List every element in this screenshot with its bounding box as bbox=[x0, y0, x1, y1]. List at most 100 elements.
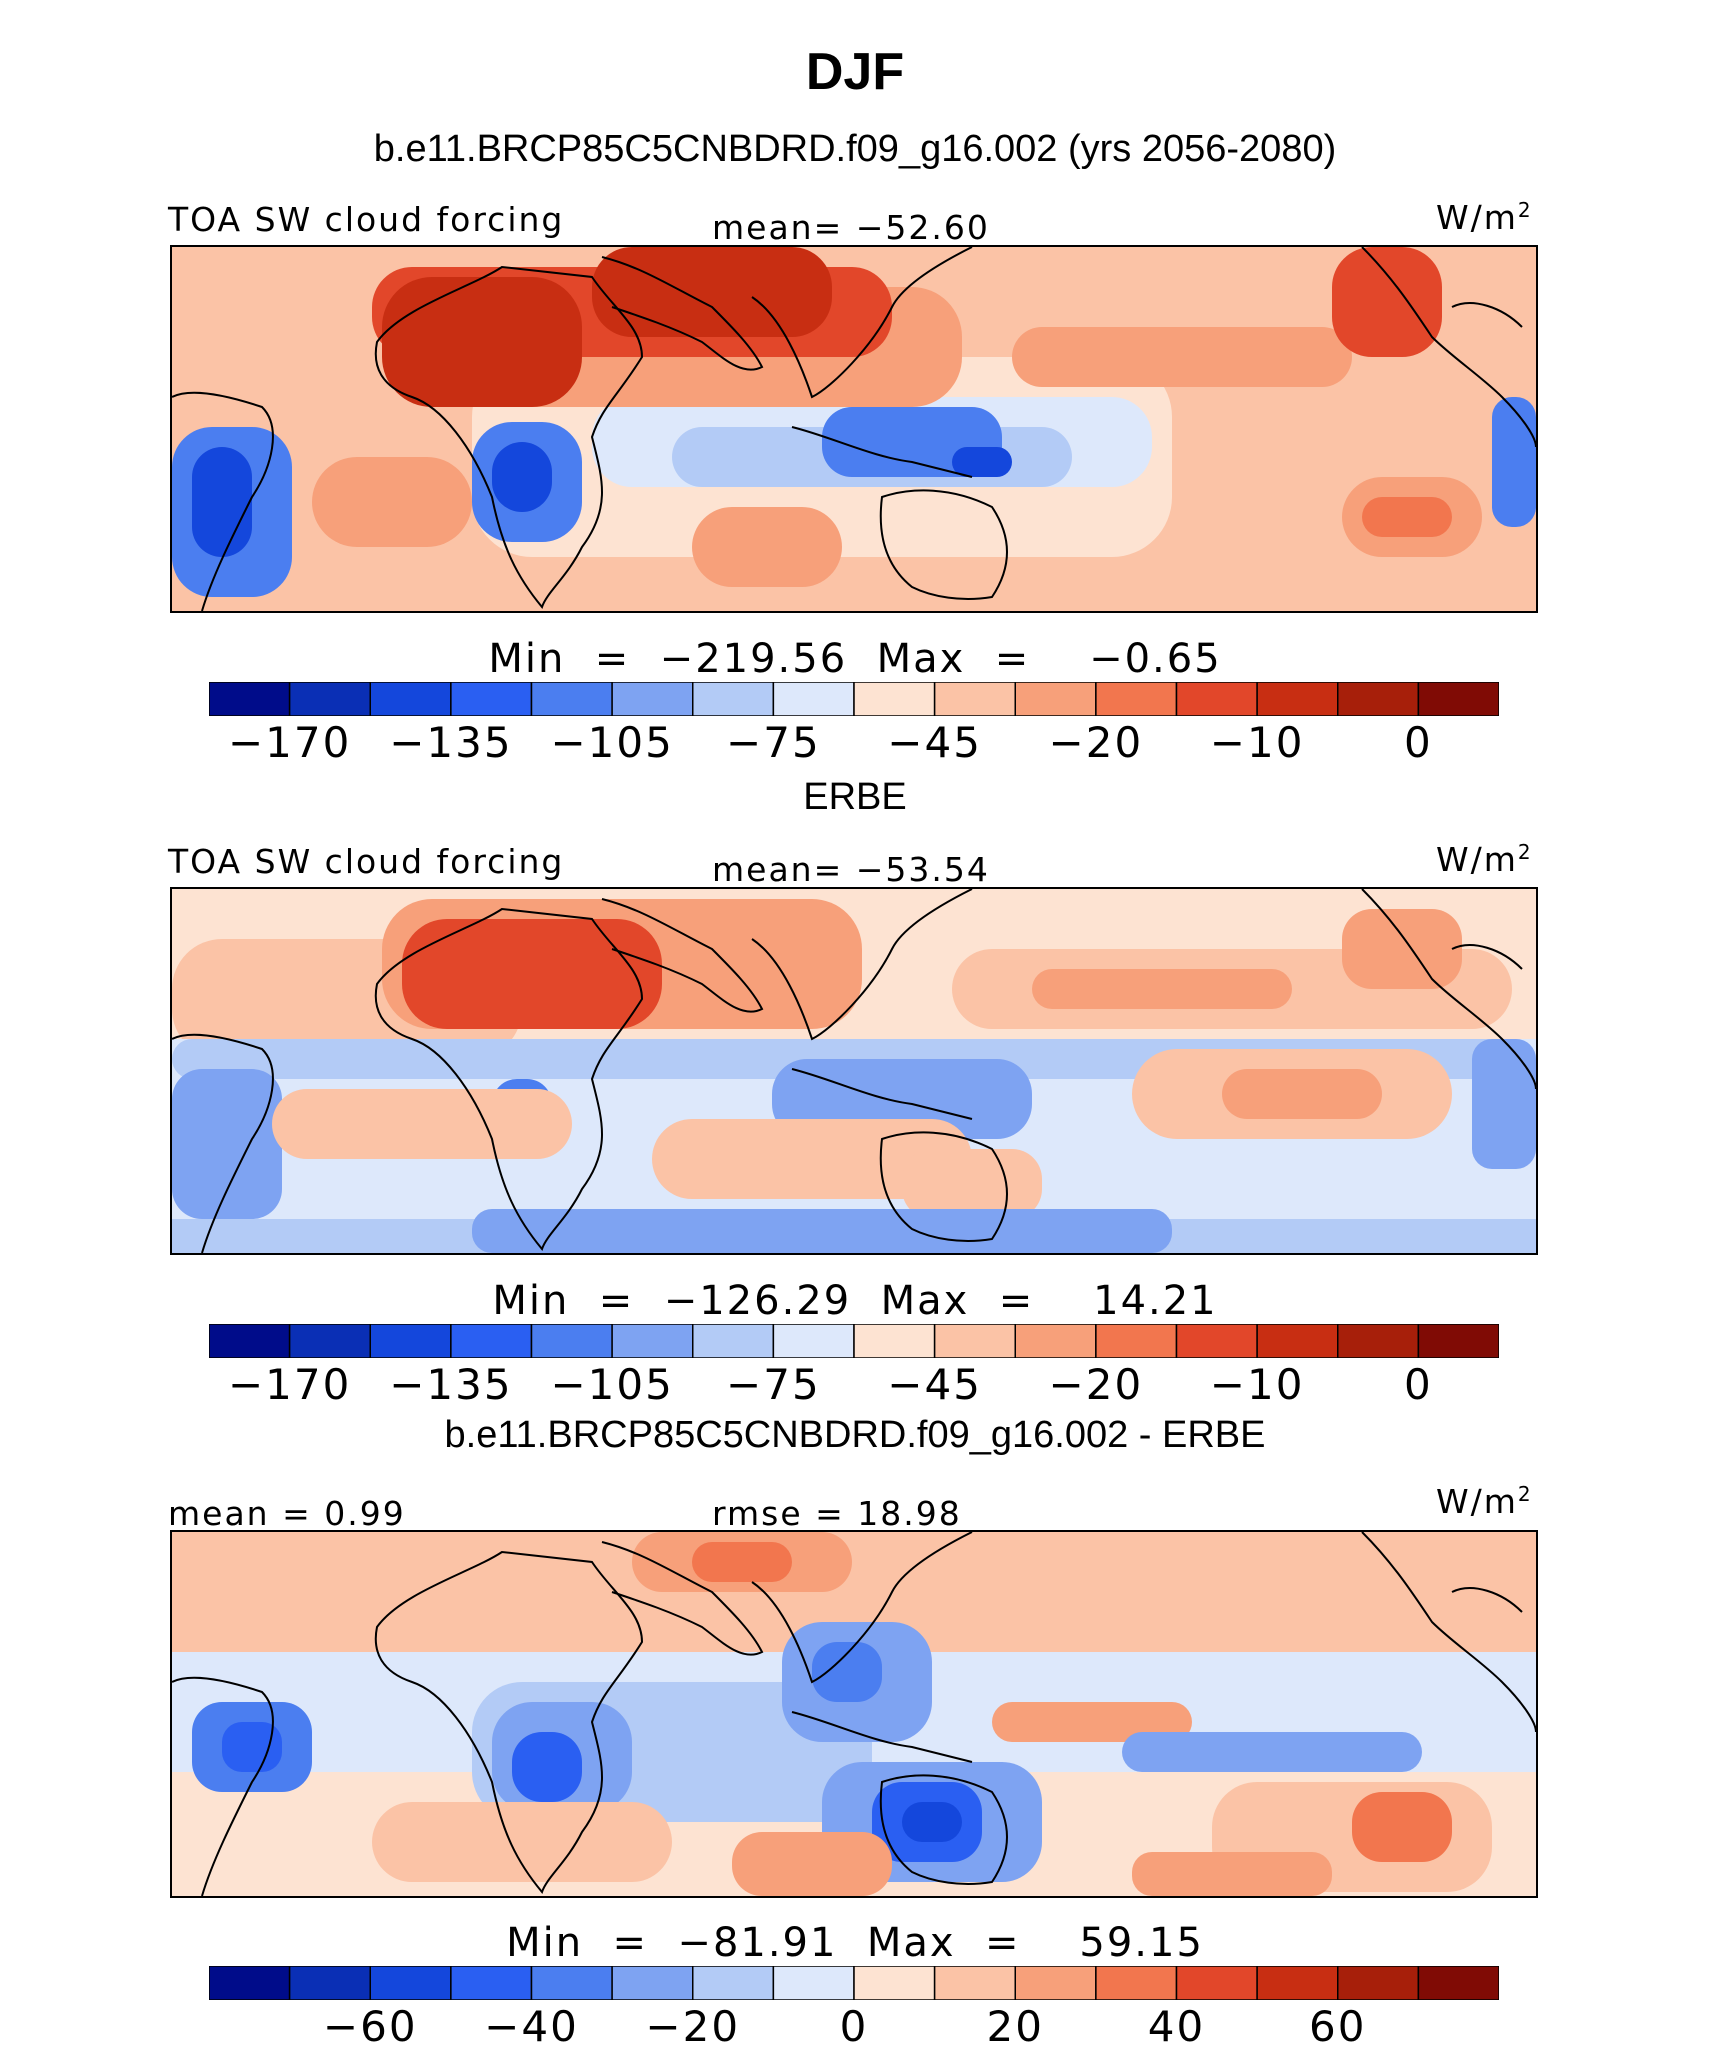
colorbar-tick-label: 0 bbox=[1404, 1360, 1433, 1409]
colorbar-tick-label: −135 bbox=[389, 718, 513, 767]
colorbar-box bbox=[611, 1966, 694, 2000]
coastline bbox=[791, 426, 973, 478]
panel-3-map bbox=[170, 1530, 1538, 1898]
colorbar-box bbox=[288, 682, 371, 716]
colorbar-box bbox=[692, 682, 775, 716]
contour-region bbox=[952, 447, 1012, 477]
colorbar-box bbox=[369, 682, 452, 716]
coastline bbox=[601, 898, 764, 1013]
colorbar-box bbox=[1337, 1324, 1420, 1358]
colorbar-box bbox=[1095, 1324, 1178, 1358]
coastline bbox=[879, 1131, 1008, 1242]
colorbar-box bbox=[369, 1966, 452, 2000]
coastline bbox=[172, 1676, 274, 1896]
contour-region bbox=[812, 1642, 882, 1702]
colorbar-box bbox=[450, 682, 533, 716]
panel-3-rmse-label: rmse = 18.98 bbox=[712, 1494, 962, 1533]
colorbar-box bbox=[1417, 1324, 1499, 1358]
contour-region bbox=[652, 1119, 972, 1199]
coastline bbox=[374, 265, 644, 610]
colorbar-tick-label: 40 bbox=[1147, 2002, 1206, 2051]
colorbar-box bbox=[692, 1324, 775, 1358]
colorbar-box bbox=[209, 682, 291, 716]
colorbar-tick-label: −40 bbox=[484, 2002, 579, 2051]
contour-region bbox=[1342, 909, 1462, 989]
colorbar-box bbox=[209, 1324, 291, 1358]
contour-region bbox=[382, 277, 582, 407]
coastline bbox=[1451, 1587, 1523, 1613]
contour-region bbox=[1222, 1069, 1382, 1119]
colorbar-tick-label: 60 bbox=[1309, 2002, 1367, 2051]
colorbar-box bbox=[369, 1324, 452, 1358]
panel-3-colorbar bbox=[209, 1966, 1499, 2000]
colorbar-tick-label: −10 bbox=[1209, 1360, 1305, 1409]
contour-region bbox=[312, 457, 472, 547]
contour-region bbox=[1032, 969, 1292, 1009]
colorbar-tick-label: −20 bbox=[1048, 1360, 1144, 1409]
colorbar-box bbox=[1095, 1966, 1178, 2000]
colorbar-tick-label: −75 bbox=[726, 718, 821, 767]
colorbar-box bbox=[1175, 1966, 1258, 2000]
colorbar-tick-label: −20 bbox=[645, 2002, 741, 2051]
panel-1-map bbox=[170, 245, 1538, 613]
coastline bbox=[879, 489, 1008, 600]
coastline bbox=[1361, 889, 1536, 1090]
colorbar-box bbox=[772, 682, 855, 716]
contour-region bbox=[1012, 327, 1352, 387]
colorbar-box bbox=[450, 1966, 533, 2000]
colorbar-box bbox=[692, 1966, 775, 2000]
colorbar-box bbox=[530, 1966, 613, 2000]
coastline bbox=[374, 1550, 644, 1895]
contour-region bbox=[492, 442, 552, 512]
panel-2-colorbar bbox=[209, 1324, 1499, 1358]
contour-region bbox=[272, 1089, 572, 1159]
colorbar-box bbox=[772, 1324, 855, 1358]
colorbar-box bbox=[1014, 1324, 1097, 1358]
colorbar-tick-label: −170 bbox=[227, 718, 352, 767]
colorbar-tick-label: −75 bbox=[726, 1360, 821, 1409]
panel-2-left-label: TOA SW cloud forcing bbox=[168, 842, 565, 881]
colorbar-box bbox=[1256, 682, 1339, 716]
contour-region bbox=[592, 247, 832, 337]
panel-3-minmax: Min = −81.91 Max = 59.15 bbox=[506, 1920, 1204, 1966]
colorbar-tick-label: −10 bbox=[1209, 718, 1305, 767]
contour-region bbox=[1332, 247, 1442, 357]
contour-region bbox=[372, 1802, 672, 1882]
panel-1-units: W/m2 bbox=[1436, 198, 1533, 237]
colorbar-tick-label: −60 bbox=[322, 2002, 418, 2051]
coastline bbox=[601, 1541, 764, 1656]
colorbar-box bbox=[1175, 682, 1258, 716]
coastline bbox=[1361, 247, 1536, 448]
panel-1-heading: b.e11.BRCP85C5CNBDRD.f09_g16.002 (yrs 20… bbox=[373, 128, 1337, 170]
colorbar-box bbox=[450, 1324, 533, 1358]
colorbar-box bbox=[1256, 1324, 1339, 1358]
colorbar-box bbox=[1014, 1966, 1097, 2000]
colorbar-tick-label: −45 bbox=[887, 718, 982, 767]
coastline bbox=[751, 247, 973, 399]
colorbar-tick-label: 0 bbox=[1404, 718, 1433, 767]
colorbar-box bbox=[933, 1966, 1016, 2000]
panel-2-heading: ERBE bbox=[803, 776, 907, 818]
contour-region bbox=[402, 919, 662, 1029]
colorbar-box bbox=[1417, 682, 1499, 716]
contour-region bbox=[1362, 497, 1452, 537]
coastline bbox=[791, 1711, 973, 1763]
colorbar-box bbox=[1337, 1966, 1420, 2000]
panel-3-heading: b.e11.BRCP85C5CNBDRD.f09_g16.002 - ERBE bbox=[444, 1414, 1266, 1456]
colorbar-box bbox=[611, 1324, 694, 1358]
contour-region bbox=[512, 1732, 582, 1802]
colorbar-tick-label: −105 bbox=[550, 1360, 674, 1409]
coastline bbox=[172, 391, 274, 611]
coastline bbox=[879, 1774, 1008, 1885]
colorbar-box bbox=[1175, 1324, 1258, 1358]
colorbar-box bbox=[853, 1324, 936, 1358]
panel-3-mean-label: mean = 0.99 bbox=[168, 1494, 406, 1533]
colorbar-tick-label: −20 bbox=[1048, 718, 1144, 767]
colorbar-box bbox=[772, 1966, 855, 2000]
colorbar-box bbox=[288, 1966, 371, 2000]
coastline bbox=[1451, 302, 1523, 328]
contour-region bbox=[1492, 397, 1536, 527]
panel-2-map bbox=[170, 887, 1538, 1255]
contour-region bbox=[902, 1802, 962, 1842]
coastline bbox=[1361, 1532, 1536, 1733]
